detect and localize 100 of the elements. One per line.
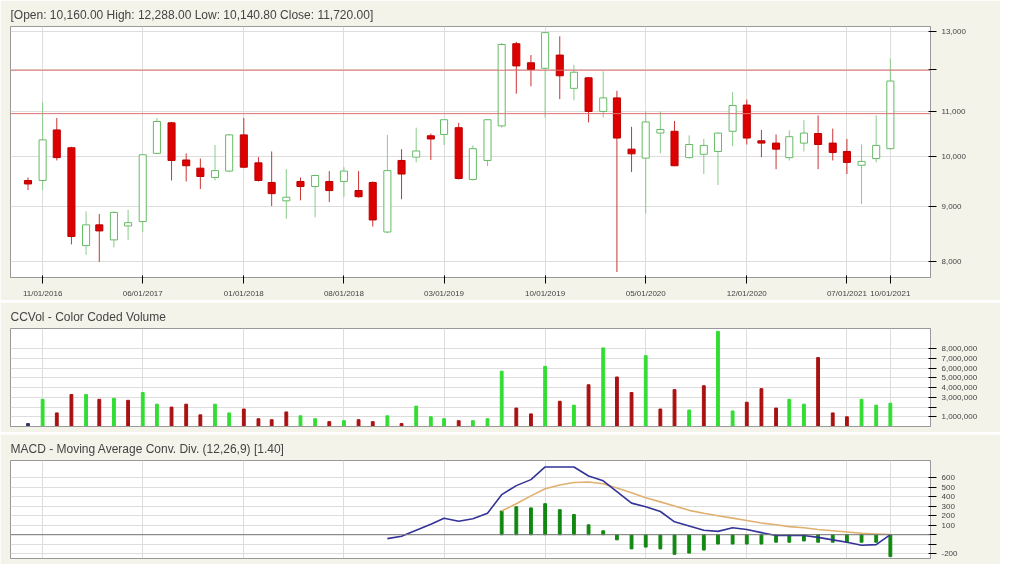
candlestick <box>785 129 794 161</box>
candlestick <box>210 144 220 181</box>
bar <box>787 398 792 427</box>
bar <box>859 534 864 543</box>
y-tick-label: 400 <box>941 492 956 502</box>
bar <box>84 393 88 427</box>
y-tick-label: 200 <box>941 511 956 521</box>
candlestick <box>95 213 104 263</box>
bar <box>112 397 116 427</box>
bar <box>557 509 562 536</box>
bar <box>227 412 232 427</box>
y-tick-label: -200 <box>941 549 959 559</box>
bar <box>399 423 404 427</box>
y-tick-label: 9,000 <box>941 201 963 211</box>
chart-title: CCVol - Color Coded Volume <box>10 309 167 324</box>
x-tick-label: 07/01/2021 <box>826 288 868 298</box>
bar <box>716 534 720 545</box>
x-tick-label: 08/01/2018 <box>323 288 365 298</box>
y-tick-label: 13,000 <box>941 27 967 37</box>
candlestick <box>599 70 608 119</box>
candlestick <box>296 176 305 201</box>
bar <box>572 514 576 536</box>
bar <box>499 510 504 536</box>
bar <box>313 418 318 427</box>
candlestick <box>254 156 263 182</box>
x-tick-label: 01/01/2018 <box>223 288 265 298</box>
bar <box>687 534 692 554</box>
bar <box>643 534 648 548</box>
line-series <box>386 466 892 547</box>
bar <box>658 534 663 550</box>
bar <box>701 534 706 551</box>
candlestick <box>757 129 766 158</box>
y-tick-label: 3,000,000 <box>941 392 978 402</box>
candlestick <box>282 168 291 220</box>
candlestick <box>440 118 449 146</box>
bar <box>126 399 131 427</box>
bar <box>601 347 606 427</box>
x-tick-label: 05/01/2020 <box>625 288 667 298</box>
bar <box>572 404 576 427</box>
candlestick <box>339 166 348 198</box>
bar <box>643 355 648 427</box>
candlestick <box>526 54 535 87</box>
bar <box>557 400 562 427</box>
bar <box>26 423 30 427</box>
bar <box>370 421 375 427</box>
bar <box>701 385 706 427</box>
bar <box>774 407 778 427</box>
candlestick <box>699 138 708 175</box>
bar <box>629 392 634 427</box>
bar <box>456 420 461 427</box>
y-tick-label: 600 <box>941 473 956 483</box>
x-tick-label: 03/01/2019 <box>424 288 465 298</box>
bar <box>428 416 433 427</box>
candlestick <box>842 138 851 175</box>
bar <box>269 419 274 427</box>
bar <box>730 534 735 545</box>
candlestick <box>656 110 665 154</box>
y-tick-label: 10,000 <box>941 151 967 161</box>
bar <box>327 421 332 427</box>
bar <box>529 507 533 536</box>
y-tick-label: 4,000,000 <box>941 383 978 393</box>
bar <box>716 330 720 427</box>
x-tick-label: 06/01/2017 <box>122 288 164 298</box>
x-tick-label: 11/01/2016 <box>22 288 63 298</box>
bar <box>470 420 475 427</box>
candlestick <box>325 170 334 203</box>
bar <box>802 403 806 427</box>
candlestick <box>569 64 578 101</box>
bar <box>342 420 346 427</box>
y-tick-label: 8,000,000 <box>941 344 978 354</box>
candlestick <box>82 210 91 256</box>
bar <box>586 384 591 427</box>
bar <box>256 418 261 427</box>
bar <box>385 415 390 427</box>
candlestick <box>412 127 421 163</box>
bar <box>97 398 102 427</box>
candlestick <box>512 41 521 95</box>
candlestick <box>426 133 435 161</box>
candlestick <box>814 114 823 170</box>
candlestick <box>397 148 406 200</box>
bar <box>859 398 864 427</box>
bar <box>40 398 45 427</box>
bar <box>844 416 849 427</box>
bar <box>744 534 749 545</box>
bar <box>586 524 591 536</box>
bar <box>198 414 203 427</box>
candlestick <box>182 152 191 182</box>
bar <box>888 534 893 558</box>
candlestick <box>685 134 694 160</box>
y-tick-label: 500 <box>941 482 956 492</box>
bar <box>499 370 504 427</box>
bar <box>830 412 835 427</box>
candlestick <box>354 170 363 199</box>
candlestick <box>267 150 276 207</box>
bar <box>687 409 692 427</box>
candlestick <box>23 176 33 191</box>
bar <box>140 392 145 427</box>
bar <box>54 412 59 427</box>
y-tick-label: 11,000 <box>941 106 966 116</box>
bar <box>529 413 533 427</box>
